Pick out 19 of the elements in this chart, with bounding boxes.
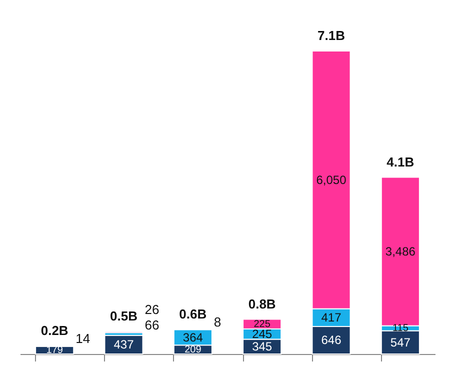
data-label: 14 (76, 330, 90, 346)
data-label: 6,050 (316, 172, 347, 187)
total-label: 0.6B (179, 306, 207, 322)
data-label: 345 (252, 340, 272, 354)
total-label: 0.2B (40, 322, 68, 338)
data-label: 417 (321, 310, 342, 325)
data-label: 364 (182, 330, 204, 344)
total-label: 0.5B (110, 308, 138, 324)
data-label: 209 (184, 344, 202, 356)
total-label: 0.8B (248, 296, 276, 312)
total-label: 7.1B (318, 28, 345, 43)
total-label: 4.1B (386, 154, 414, 170)
data-label: 8 (214, 314, 222, 330)
data-label: 3,486 (385, 244, 416, 259)
data-label: 66 (144, 318, 160, 333)
data-label: 547 (390, 335, 411, 350)
data-label: 26 (144, 302, 160, 317)
data-label: 437 (114, 338, 134, 352)
data-label: 646 (321, 333, 342, 348)
